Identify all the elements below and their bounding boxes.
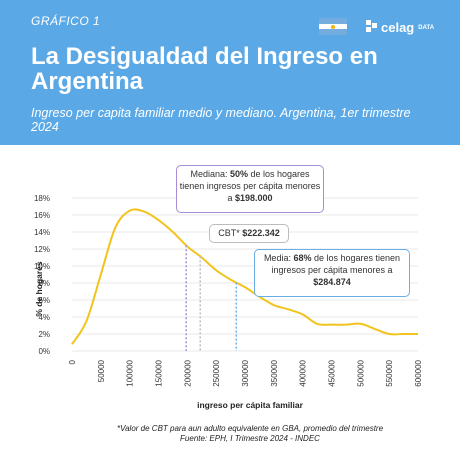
y-tick-label: 4% xyxy=(38,313,50,322)
y-tick-label: 0% xyxy=(38,347,50,356)
page-title: La Desigualdad del Ingreso en Argentina xyxy=(31,43,378,95)
y-tick-label: 2% xyxy=(38,330,50,339)
x-tick-label: 350000 xyxy=(270,359,279,386)
y-axis-label: % de hogares xyxy=(34,261,44,317)
mean-annotation: Media: 68% de los hogares tienen ingreso… xyxy=(254,249,410,297)
y-tick-label: 12% xyxy=(34,245,50,254)
celag-mark-icon xyxy=(366,20,378,34)
header-banner: GRÁFICO 1 celag DATA La Desigualdad del … xyxy=(0,0,460,145)
x-tick-label: 0 xyxy=(68,359,77,364)
cbt-value: $222.342 xyxy=(242,228,280,238)
footnote: *Valor de CBT para aun adulto equivalent… xyxy=(20,424,460,444)
x-tick-label: 450000 xyxy=(328,359,337,386)
logo-subtext: DATA xyxy=(418,25,435,31)
x-axis-label: ingreso per cápita familiar xyxy=(197,400,303,410)
page-subtitle: Ingreso per capita familiar medio y medi… xyxy=(31,106,411,134)
median-pct: 50% xyxy=(229,169,248,179)
x-tick-label: 250000 xyxy=(212,359,221,386)
footnote-line-1: *Valor de CBT para aun adulto equivalent… xyxy=(116,424,384,433)
mean-text: de los hogares tienen ingresos per cápit… xyxy=(271,253,401,275)
cbt-prefix: CBT* xyxy=(218,228,243,238)
x-tick-label: 400000 xyxy=(299,359,308,386)
median-prefix: Mediana: xyxy=(190,169,230,179)
y-tick-label: 16% xyxy=(34,211,50,220)
x-tick-label: 50000 xyxy=(97,359,106,382)
argentina-flag-icon xyxy=(319,18,347,35)
median-annotation: Mediana: 50% de los hogares tienen ingre… xyxy=(176,165,324,213)
cbt-annotation: CBT* $222.342 xyxy=(209,224,289,243)
x-tick-label: 100000 xyxy=(126,359,135,386)
x-tick-label: 150000 xyxy=(155,359,164,386)
mean-prefix: Media: xyxy=(263,253,294,263)
y-tick-label: 6% xyxy=(38,296,50,305)
x-tick-label: 200000 xyxy=(183,359,192,386)
median-value: $198.000 xyxy=(234,193,273,203)
x-tick-label: 600000 xyxy=(414,359,423,386)
y-tick-label: 10% xyxy=(34,262,50,271)
mean-pct: 68% xyxy=(293,253,312,263)
mean-value: $284.874 xyxy=(313,277,351,287)
y-tick-label: 14% xyxy=(34,228,50,237)
logo-text: celag xyxy=(381,19,415,35)
median-text: de los hogares tienen ingresos per cápit… xyxy=(179,169,321,203)
celag-logo: celag DATA xyxy=(366,17,434,37)
y-tick-label: 18% xyxy=(34,194,50,203)
chart-label: GRÁFICO 1 xyxy=(31,14,101,28)
x-tick-label: 300000 xyxy=(241,359,250,386)
x-tick-label: 550000 xyxy=(385,359,394,386)
y-tick-label: 8% xyxy=(38,279,50,288)
x-tick-label: 500000 xyxy=(356,359,365,386)
footnote-line-2: Fuente: EPH, I Trimestre 2024 - INDEC xyxy=(180,434,320,443)
income-curve-line xyxy=(71,208,418,345)
